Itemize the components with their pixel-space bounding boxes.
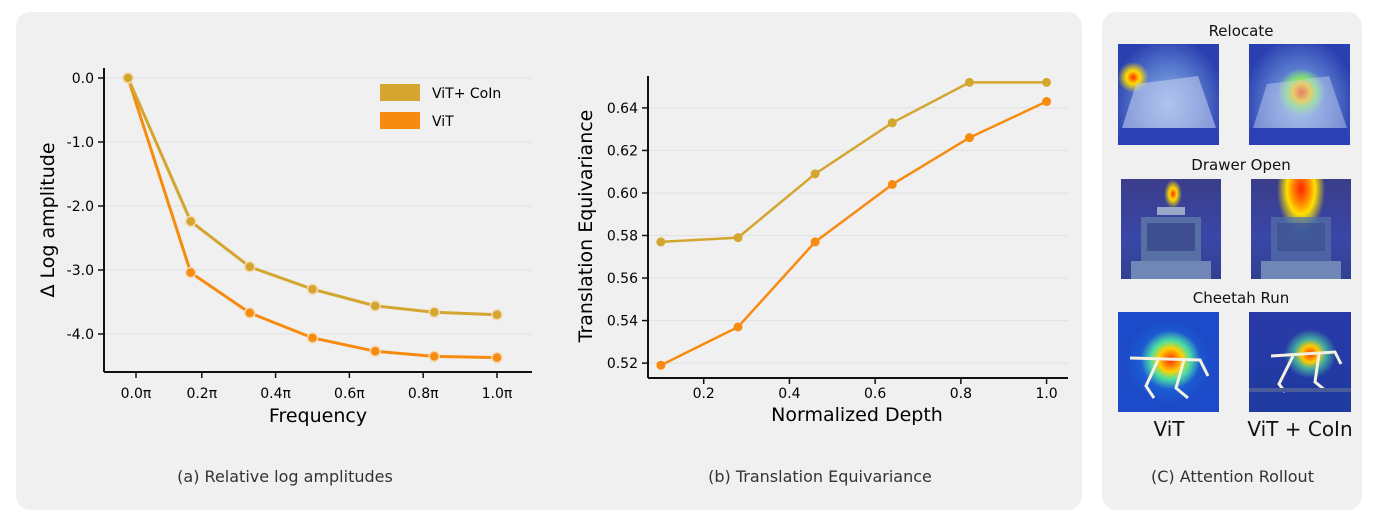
y-tick-label: 0.60	[607, 186, 638, 202]
y-tick-label: 0.52	[607, 356, 638, 372]
x-tick-label: 1.0	[1035, 386, 1057, 402]
heatmap-drawer-vit-coin	[1251, 179, 1351, 279]
y-tick-label: -2.0	[67, 199, 94, 215]
data-point	[887, 118, 897, 128]
data-point	[306, 332, 319, 344]
data-point	[491, 351, 503, 364]
heatmap-relocate-vit	[1118, 44, 1219, 145]
data-point	[369, 300, 381, 312]
x-tick-label: 0.6	[864, 386, 886, 402]
data-point	[656, 237, 666, 247]
legend-swatch-vit	[380, 112, 420, 129]
x-tick-label: 1.0π	[482, 386, 513, 402]
data-point	[491, 309, 503, 321]
y-tick-label: -1.0	[67, 135, 94, 151]
row-label-drawer-open: Drawer Open	[1191, 156, 1291, 174]
column-label-vit: ViT	[1153, 417, 1185, 441]
x-tick-label: 0.4π	[260, 386, 291, 402]
data-point	[887, 179, 897, 189]
data-point	[184, 266, 197, 279]
y-tick-label: 0.62	[607, 143, 638, 159]
data-point	[733, 233, 743, 243]
x-tick-label: 0.0π	[121, 386, 152, 402]
data-point	[810, 237, 820, 247]
column-label-vit-coin: ViT + CoIn	[1247, 417, 1353, 441]
data-point	[369, 345, 381, 358]
data-point	[244, 307, 256, 319]
data-point	[306, 283, 319, 295]
legend-label-vit-coin: ViT+ CoIn	[432, 86, 501, 102]
x-tick-label: 0.8	[950, 386, 972, 402]
y-tick-label: -4.0	[67, 327, 94, 343]
data-point	[1042, 77, 1052, 87]
x-tick-label: 0.2	[693, 386, 715, 402]
y-tick-label: 0.64	[607, 101, 638, 117]
x-axis-label: Frequency	[269, 405, 367, 427]
y-axis-label: Translation Equivariance	[575, 110, 597, 344]
x-tick-label: 0.6π	[334, 386, 365, 402]
heatmap-cheetah-vit	[1118, 312, 1219, 412]
x-axis-label: Normalized Depth	[771, 404, 943, 426]
charts-panel	[16, 12, 1082, 510]
x-tick-label: 0.2π	[186, 386, 217, 402]
y-tick-label: 0.0	[72, 71, 94, 87]
legend-label-vit: ViT	[432, 114, 454, 130]
y-axis-label: Δ Log amplitude	[37, 142, 59, 297]
legend: ViT+ CoIn ViT	[380, 84, 501, 130]
data-point	[733, 322, 743, 332]
row-label-relocate: Relocate	[1208, 22, 1274, 40]
heatmap-drawer-vit	[1121, 179, 1221, 279]
x-tick-label: 0.8π	[408, 386, 439, 402]
x-tick-label: 0.4	[778, 386, 800, 402]
data-point	[122, 72, 134, 84]
row-label-cheetah-run: Cheetah Run	[1192, 289, 1290, 307]
heatmap-relocate-vit-coin	[1249, 44, 1350, 145]
y-tick-label: -3.0	[67, 263, 94, 279]
y-tick-label: 0.56	[607, 271, 638, 287]
data-point	[964, 133, 974, 143]
y-tick-label: 0.54	[607, 314, 638, 330]
data-point	[184, 215, 197, 228]
data-point	[1042, 97, 1052, 107]
data-point	[964, 77, 974, 87]
caption-c: (C) Attention Rollout	[1151, 467, 1314, 486]
data-point	[810, 169, 820, 179]
data-point	[428, 306, 441, 318]
caption-b: (b) Translation Equivariance	[708, 467, 932, 486]
legend-swatch-vit-coin	[380, 84, 420, 101]
y-tick-label: 0.58	[607, 229, 638, 245]
series-line	[660, 100, 1048, 367]
data-point	[244, 261, 256, 273]
series-line	[660, 81, 1047, 244]
data-point	[428, 350, 441, 363]
heatmap-cheetah-vit-coin	[1249, 312, 1351, 412]
data-point	[656, 360, 666, 370]
caption-a: (a) Relative log amplitudes	[177, 467, 393, 486]
